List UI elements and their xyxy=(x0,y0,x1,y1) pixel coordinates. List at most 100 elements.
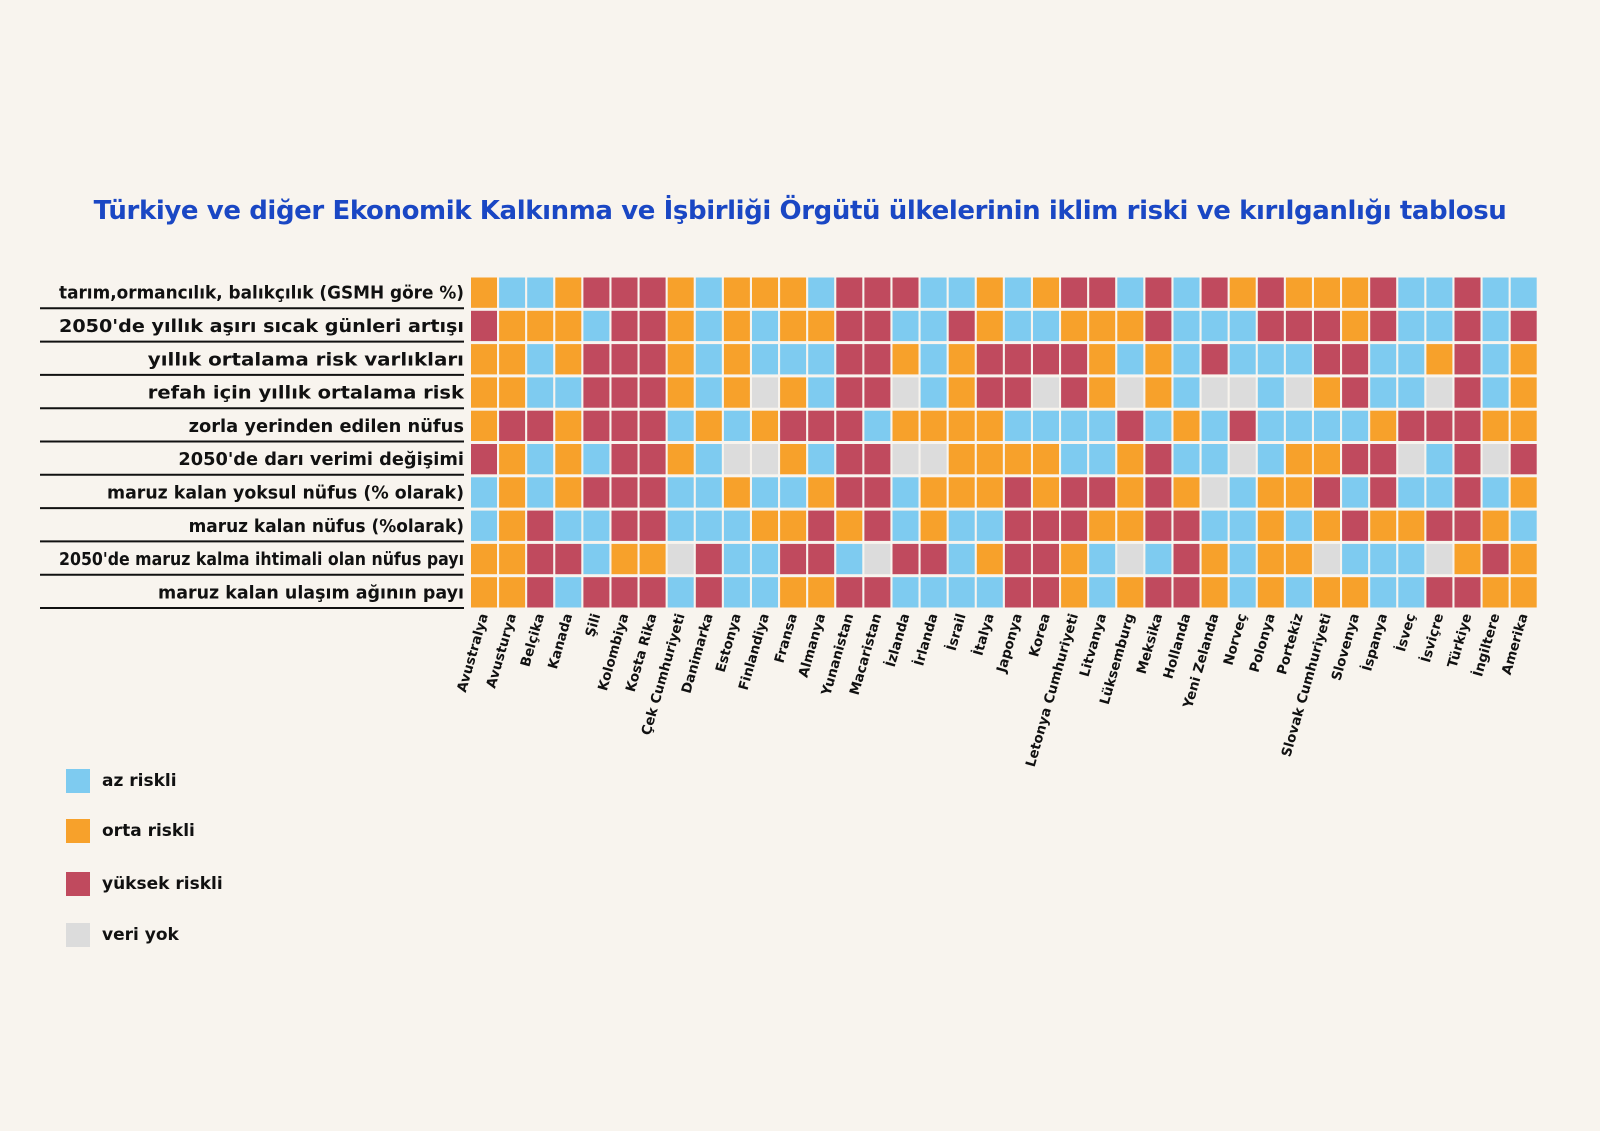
heatmap-cell xyxy=(527,377,554,408)
heatmap-cell xyxy=(948,444,975,475)
heatmap-cell xyxy=(527,577,554,608)
heatmap-cell xyxy=(1342,444,1369,475)
heatmap-cell xyxy=(639,377,666,408)
heatmap-cell xyxy=(864,510,891,541)
heatmap-cell xyxy=(1342,277,1369,308)
heatmap-cell xyxy=(1089,277,1116,308)
column-label: Almanya xyxy=(796,612,830,680)
heatmap-cell xyxy=(1314,510,1340,541)
heatmap-cell xyxy=(1089,477,1116,508)
heatmap-cell xyxy=(1201,344,1228,375)
heatmap-cell xyxy=(527,543,554,575)
heatmap-cell xyxy=(1145,510,1172,541)
heatmap-cell xyxy=(1454,577,1481,608)
heatmap-cell xyxy=(1201,377,1228,408)
heatmap-cell xyxy=(499,477,526,508)
column-label: İspanya xyxy=(1358,611,1391,673)
heatmap-cell xyxy=(555,310,582,342)
heatmap-cell xyxy=(1033,510,1059,541)
row-label: maruz kalan ulaşım ağının payı xyxy=(158,582,464,603)
heatmap-cell xyxy=(752,510,778,541)
heatmap-cell xyxy=(948,543,975,575)
heatmap-cell xyxy=(780,577,807,608)
heatmap-cell xyxy=(667,577,694,608)
heatmap-cell xyxy=(892,377,919,408)
heatmap-cell xyxy=(1229,377,1256,408)
heatmap-cell xyxy=(1510,510,1537,541)
heatmap-cell xyxy=(667,344,694,375)
heatmap-cell xyxy=(892,410,919,441)
heatmap-cell xyxy=(499,577,526,608)
heatmap-cell xyxy=(948,277,975,308)
heatmap-cell xyxy=(695,510,722,541)
heatmap-cell xyxy=(583,410,610,441)
heatmap-cell xyxy=(836,277,863,308)
column-label: Portekiz xyxy=(1274,612,1307,677)
legend-item: veri yok xyxy=(66,922,179,948)
heatmap-cell xyxy=(1426,444,1453,475)
heatmap-cell xyxy=(920,310,947,342)
column-label: İngiltere xyxy=(1469,611,1503,678)
heatmap-cell xyxy=(639,577,666,608)
heatmap-cell xyxy=(1342,543,1369,575)
heatmap-cell xyxy=(555,543,582,575)
heatmap-cell xyxy=(471,543,497,575)
row-labels: tarım,ormancılık, balıkçılık (GSMH göre … xyxy=(59,283,465,604)
heatmap-cell xyxy=(920,344,947,375)
column-label: İsviçre xyxy=(1417,611,1447,664)
heatmap-cell xyxy=(808,410,835,441)
heatmap-cell xyxy=(1342,577,1369,608)
heatmap-cell xyxy=(920,410,947,441)
heatmap-cell xyxy=(1426,277,1453,308)
heatmap-cell xyxy=(639,477,666,508)
heatmap-cell xyxy=(836,310,863,342)
heatmap-cell xyxy=(639,344,666,375)
heatmap-cell xyxy=(836,510,863,541)
legend-item: orta riskli xyxy=(66,818,195,844)
heatmap-cell xyxy=(1229,410,1256,441)
heatmap-cell xyxy=(1089,410,1116,441)
row-label: maruz kalan yoksul nüfus (% olarak) xyxy=(107,482,464,503)
heatmap-cell xyxy=(864,477,891,508)
heatmap-cell xyxy=(555,510,582,541)
heatmap-cell xyxy=(780,444,807,475)
heatmap-cell xyxy=(1370,477,1397,508)
heatmap-cell xyxy=(836,577,863,608)
heatmap-cell xyxy=(1173,310,1200,342)
heatmap-cell xyxy=(611,510,638,541)
heatmap-cell xyxy=(639,310,666,342)
heatmap-cell xyxy=(1229,310,1256,342)
heatmap-cell xyxy=(1173,377,1200,408)
row-label: 2050'de yıllık aşırı sıcak günleri artış… xyxy=(59,316,464,337)
heatmap-cell xyxy=(667,277,694,308)
heatmap-cell xyxy=(1061,477,1088,508)
heatmap-cell xyxy=(1510,444,1537,475)
heatmap-cell xyxy=(723,277,750,308)
heatmap-cell xyxy=(1117,310,1144,342)
heatmap-cell xyxy=(1285,277,1312,308)
heatmap-cell xyxy=(1004,543,1031,575)
heatmap-cell xyxy=(1482,444,1509,475)
heatmap-cell xyxy=(583,377,610,408)
heatmap-cell xyxy=(1004,410,1031,441)
heatmap-cell xyxy=(695,344,722,375)
legend-label: orta riskli xyxy=(102,821,195,841)
heatmap-cell xyxy=(1426,543,1453,575)
heatmap-cell xyxy=(752,410,778,441)
heatmap-cell xyxy=(1454,477,1481,508)
heatmap-cell xyxy=(639,410,666,441)
heatmap-cell xyxy=(1061,543,1088,575)
heatmap-cell xyxy=(752,344,778,375)
heatmap-cell xyxy=(1033,377,1059,408)
heatmap-cell xyxy=(1117,444,1144,475)
heatmap-cell xyxy=(499,277,526,308)
heatmap-cell xyxy=(555,444,582,475)
heatmap-cell xyxy=(695,444,722,475)
heatmap-cell xyxy=(780,377,807,408)
heatmap-cell xyxy=(1117,344,1144,375)
heatmap-cell xyxy=(752,277,778,308)
heatmap-cell xyxy=(1370,377,1397,408)
heatmap-cell xyxy=(780,410,807,441)
heatmap-cell xyxy=(555,410,582,441)
column-label: İsveç xyxy=(1392,611,1419,653)
